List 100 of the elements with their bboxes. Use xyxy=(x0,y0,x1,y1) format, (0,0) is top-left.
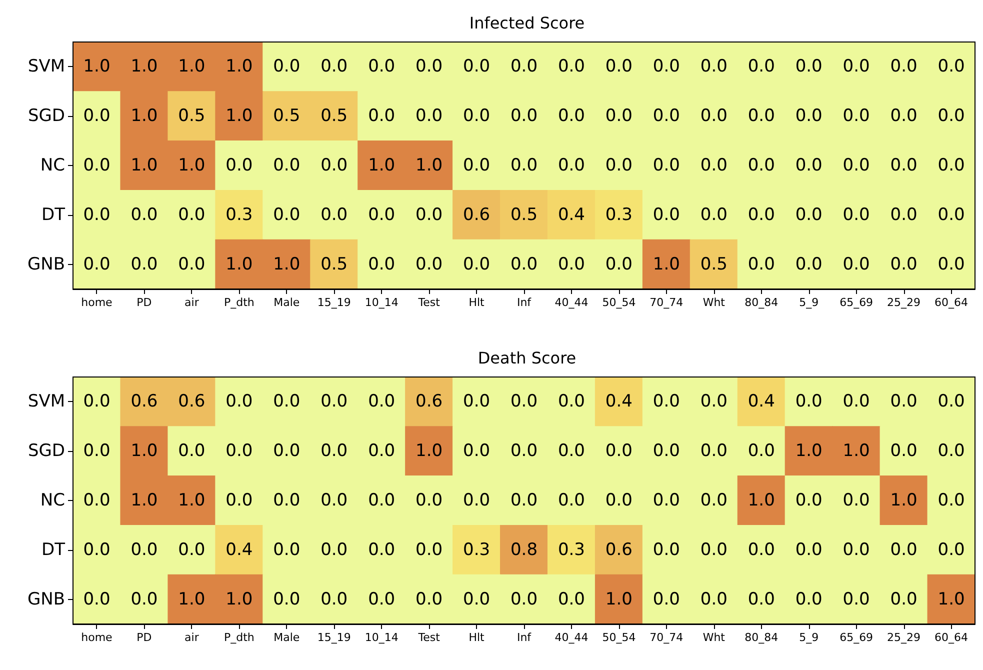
data-label: 0.3 xyxy=(558,540,585,560)
y-tick-label: SGD xyxy=(28,106,65,126)
x-tick-label: 65_69 xyxy=(840,296,874,309)
data-label: 0.0 xyxy=(700,156,728,176)
data-label: 0.0 xyxy=(652,441,680,462)
x-tick-label: 80_84 xyxy=(744,296,778,309)
data-label: 0.4 xyxy=(748,392,775,412)
data-label: 0.0 xyxy=(320,490,348,510)
data-label: 0.0 xyxy=(368,589,396,610)
data-label: 0.0 xyxy=(795,589,822,610)
data-label: 0.0 xyxy=(273,204,300,225)
data-label: 0.0 xyxy=(178,441,206,462)
data-label: 0.0 xyxy=(605,106,632,126)
data-label: 0.0 xyxy=(416,56,443,77)
data-label: 0.6 xyxy=(463,204,490,225)
x-tick-label: PD xyxy=(136,296,152,309)
data-label: 0.0 xyxy=(795,540,822,560)
chart-title: Infected Score xyxy=(469,14,585,32)
x-tick-label: 40_44 xyxy=(554,631,588,644)
x-tick-label: 5_9 xyxy=(799,631,819,644)
x-tick-label: 10_14 xyxy=(364,631,398,644)
data-label: 1.0 xyxy=(416,441,443,462)
x-tick-label: 50_54 xyxy=(602,631,636,644)
data-label: 0.0 xyxy=(938,540,965,560)
data-label: 0.4 xyxy=(558,204,585,225)
data-label: 0.4 xyxy=(605,392,632,412)
data-label: 0.0 xyxy=(890,589,918,610)
y-tick-label: SGD xyxy=(28,441,65,462)
data-label: 0.0 xyxy=(748,589,775,610)
x-tick-label: PD xyxy=(136,631,152,644)
data-label: 0.0 xyxy=(842,589,870,610)
data-label: 0.0 xyxy=(938,204,965,225)
data-label: 0.0 xyxy=(842,204,870,225)
data-label: 0.0 xyxy=(842,156,870,176)
data-label: 0.0 xyxy=(83,490,110,510)
data-label: 0.0 xyxy=(890,540,918,560)
data-label: 0.6 xyxy=(416,392,443,412)
data-label: 0.0 xyxy=(842,540,870,560)
data-label: 0.0 xyxy=(320,441,348,462)
data-label: 0.0 xyxy=(700,56,728,77)
x-tick-label: Wht xyxy=(702,296,726,309)
y-tick-label: NC xyxy=(40,156,65,176)
data-label: 0.0 xyxy=(226,156,253,176)
data-label: 0.0 xyxy=(83,156,110,176)
data-label: 1.0 xyxy=(130,156,158,176)
data-label: 0.0 xyxy=(463,589,490,610)
data-label: 0.0 xyxy=(320,589,348,610)
data-label: 0.0 xyxy=(320,56,348,77)
data-label: 0.0 xyxy=(748,156,775,176)
x-tick-label: air xyxy=(184,296,200,309)
x-tick-label: Inf xyxy=(516,296,532,309)
data-label: 1.0 xyxy=(273,254,300,274)
data-label: 0.0 xyxy=(748,106,775,126)
data-label: 1.0 xyxy=(842,441,870,462)
data-label: 0.0 xyxy=(130,254,158,274)
data-label: 0.0 xyxy=(890,156,918,176)
data-label: 1.0 xyxy=(178,490,206,510)
data-label: 1.0 xyxy=(178,589,206,610)
data-label: 0.0 xyxy=(748,254,775,274)
x-tick-label: home xyxy=(81,631,113,644)
data-label: 0.0 xyxy=(416,589,443,610)
data-label: 0.0 xyxy=(510,589,538,610)
x-tick-label: Hlt xyxy=(468,296,486,309)
data-label: 0.5 xyxy=(320,106,348,126)
data-label: 0.0 xyxy=(416,106,443,126)
data-label: 0.0 xyxy=(273,589,300,610)
data-label: 0.0 xyxy=(416,490,443,510)
data-label: 0.0 xyxy=(463,490,490,510)
data-label: 0.0 xyxy=(368,204,396,225)
data-label: 0.0 xyxy=(320,204,348,225)
data-label: 0.0 xyxy=(605,56,632,77)
data-label: 0.0 xyxy=(463,156,490,176)
data-label: 0.0 xyxy=(273,540,300,560)
y-tick-label: GNB xyxy=(27,589,65,610)
x-tick-label: 60_64 xyxy=(934,296,968,309)
data-label: 1.0 xyxy=(226,56,253,77)
data-label: 0.0 xyxy=(368,441,396,462)
data-label: 1.0 xyxy=(226,106,253,126)
data-label: 1.0 xyxy=(226,589,253,610)
data-label: 1.0 xyxy=(178,156,206,176)
data-label: 0.0 xyxy=(463,254,490,274)
data-label: 0.0 xyxy=(605,254,632,274)
data-label: 0.0 xyxy=(890,392,918,412)
data-label: 0.3 xyxy=(605,204,632,225)
data-label: 1.0 xyxy=(178,56,206,77)
x-tick-label: home xyxy=(81,296,113,309)
data-label: 0.0 xyxy=(652,156,680,176)
data-label: 0.0 xyxy=(368,56,396,77)
data-label: 0.0 xyxy=(368,254,396,274)
data-label: 0.0 xyxy=(652,589,680,610)
y-tick-label: SVM xyxy=(28,392,65,412)
data-label: 1.0 xyxy=(130,490,158,510)
data-label: 0.0 xyxy=(748,441,775,462)
data-label: 0.0 xyxy=(795,56,822,77)
x-tick-label: P_dth xyxy=(224,631,254,644)
data-label: 0.0 xyxy=(652,204,680,225)
x-tick-label: Male xyxy=(274,631,300,644)
data-label: 0.0 xyxy=(842,254,870,274)
data-label: 0.0 xyxy=(890,106,918,126)
y-tick-label: GNB xyxy=(27,254,65,274)
